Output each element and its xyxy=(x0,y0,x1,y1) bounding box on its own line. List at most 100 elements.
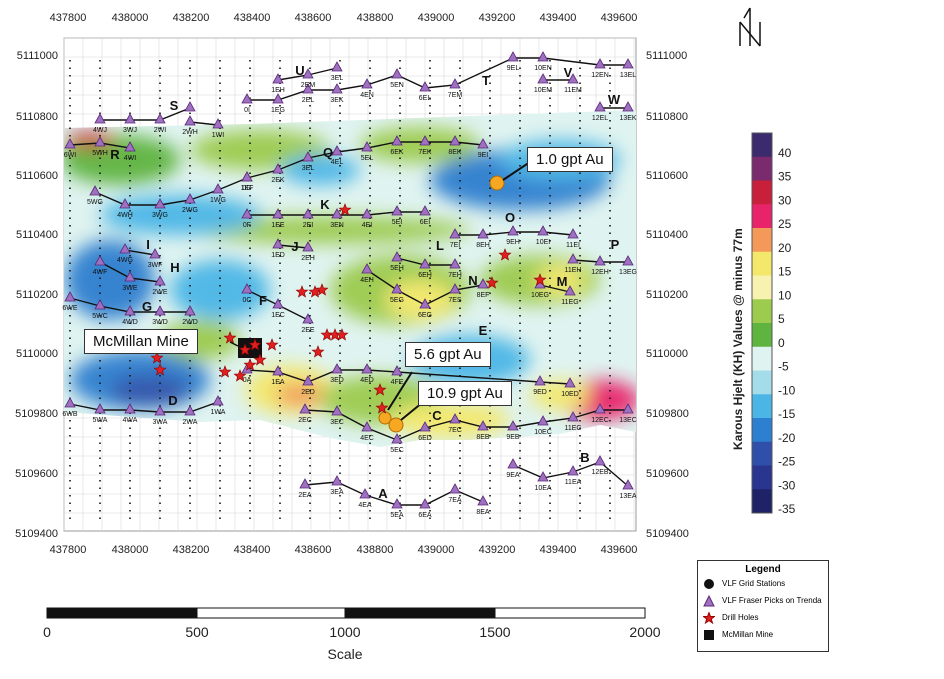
scale-bar-segment xyxy=(344,607,496,619)
drill-hole-star xyxy=(375,401,389,414)
station-label: 5EH xyxy=(390,265,404,272)
fraser-pick-triangle xyxy=(124,403,136,414)
fraser-pick-triangle xyxy=(537,471,549,482)
station-label: 6EA xyxy=(418,512,432,519)
survey-line-path xyxy=(94,177,248,206)
y-tick-label-right: 5109800 xyxy=(646,408,689,420)
drill-hole-star xyxy=(315,283,329,296)
station-label: 9EH xyxy=(506,239,520,246)
colorbar-tick-label: -10 xyxy=(778,383,796,397)
drill-hole-star xyxy=(498,248,512,261)
fraser-pick-triangle xyxy=(477,278,489,289)
fraser-pick-triangle xyxy=(302,151,314,162)
station-label: 10ED xyxy=(561,391,579,398)
colorbar-swatch xyxy=(752,394,772,419)
station-label: 3ED xyxy=(330,377,344,384)
x-tick-label-bottom: 439000 xyxy=(418,544,455,556)
x-tick-label-bottom: 439400 xyxy=(540,544,577,556)
x-tick-label-top: 438400 xyxy=(234,12,271,24)
survey-line-label: I xyxy=(146,237,150,252)
fraser-pick-triangle xyxy=(537,415,549,426)
drill-holes xyxy=(150,203,547,414)
station-label: 4WI xyxy=(124,155,137,162)
north-arrow-icon xyxy=(739,7,761,47)
x-tick-label-top: 438800 xyxy=(357,12,394,24)
colorbar-tick-label: -30 xyxy=(778,478,796,492)
survey-line-label: Q xyxy=(323,145,333,160)
station-label: 7EI xyxy=(450,242,461,249)
station-label: 2EK xyxy=(271,177,285,184)
fraser-pick-triangle xyxy=(94,299,106,310)
scale-tick-label: 0 xyxy=(43,624,51,640)
fraser-pick-triangle xyxy=(331,145,343,156)
legend-item-drill-holes: Drill Holes xyxy=(698,609,828,626)
drill-hole-star xyxy=(265,338,279,351)
station-label: 13EA xyxy=(619,493,636,500)
drill-hole-star xyxy=(223,331,237,344)
fraser-pick-triangle xyxy=(622,101,634,112)
fraser-pick-triangle xyxy=(449,483,461,494)
colorbar-tick-label: -15 xyxy=(778,407,796,421)
fraser-pick-triangle xyxy=(594,455,606,466)
legend-label: Drill Holes xyxy=(722,613,759,622)
station-label: 8EB xyxy=(476,434,490,441)
fraser-pick-triangle xyxy=(124,113,136,124)
fraser-pick-triangle xyxy=(477,495,489,506)
station-label: 11EH xyxy=(565,267,582,274)
colorbar-swatch xyxy=(752,133,772,158)
fraser-pick-triangle xyxy=(391,433,403,444)
station-label: 3WA xyxy=(153,419,168,426)
survey-line-label: P xyxy=(611,237,620,252)
station-label: 12EL xyxy=(592,115,608,122)
survey-line-path xyxy=(189,121,219,126)
station-label: 2EC xyxy=(298,417,312,424)
fraser-pick-triangle xyxy=(154,113,166,124)
x-tick-label-top: 438000 xyxy=(112,12,149,24)
legend-label: VLF Fraser Picks on Trenda xyxy=(722,596,822,605)
colorbar-tick-label: -20 xyxy=(778,431,796,445)
gold-marker-1 xyxy=(489,175,505,191)
fraser-pick-triangle xyxy=(124,271,136,282)
station-label: 6EG xyxy=(418,312,432,319)
fraser-pick-triangle xyxy=(449,228,461,239)
station-label: 1EC xyxy=(271,312,285,319)
station-label: 1EA xyxy=(271,379,285,386)
fraser-pick-triangle xyxy=(622,479,634,490)
drill-hole-star xyxy=(253,353,267,366)
station-label: 0F xyxy=(243,222,251,229)
drill-hole-star xyxy=(295,285,309,298)
station-label: 5EI xyxy=(392,219,403,226)
survey-line-label: L xyxy=(436,238,444,253)
fraser-pick-triangle xyxy=(567,465,579,476)
station-label: 9ED xyxy=(533,389,547,396)
station-label: 10EG xyxy=(531,292,549,299)
station-label: 6EL xyxy=(419,95,432,102)
station-label: 5WA xyxy=(93,417,108,424)
fraser-pick-triangle xyxy=(331,405,343,416)
station-label: 1ED xyxy=(271,252,285,259)
fraser-pick-triangle xyxy=(391,498,403,509)
x-tick-label-top: 438200 xyxy=(173,12,210,24)
station-label: 0C xyxy=(243,297,252,304)
station-label: 4EI xyxy=(362,222,373,229)
fraser-pick-triangle xyxy=(94,403,106,414)
fraser-pick-triangle xyxy=(449,258,461,269)
fraser-pick-triangle xyxy=(241,283,253,294)
fraser-pick-triangle xyxy=(184,405,196,416)
station-label: 6EH xyxy=(418,272,432,279)
station-label: 10EA xyxy=(534,485,551,492)
station-label: 12EC xyxy=(591,417,609,424)
fraser-pick-triangle xyxy=(391,283,403,294)
colorbar-tick-label: 10 xyxy=(778,288,792,302)
station-label: 7EA xyxy=(448,497,462,504)
colorbar-tick-label: 25 xyxy=(778,217,792,231)
station-label: 6EI xyxy=(420,219,431,226)
station-label: 7EH xyxy=(448,272,462,279)
colorbar-tick-label: 15 xyxy=(778,265,792,279)
fraser-pick-triangle xyxy=(594,101,606,112)
survey-line-label: C xyxy=(432,408,442,423)
fraser-pick-triangle xyxy=(64,138,76,149)
station-label: 11EG xyxy=(561,299,578,306)
fraser-pick-triangle xyxy=(331,208,343,219)
fraser-pick-triangle xyxy=(507,420,519,431)
